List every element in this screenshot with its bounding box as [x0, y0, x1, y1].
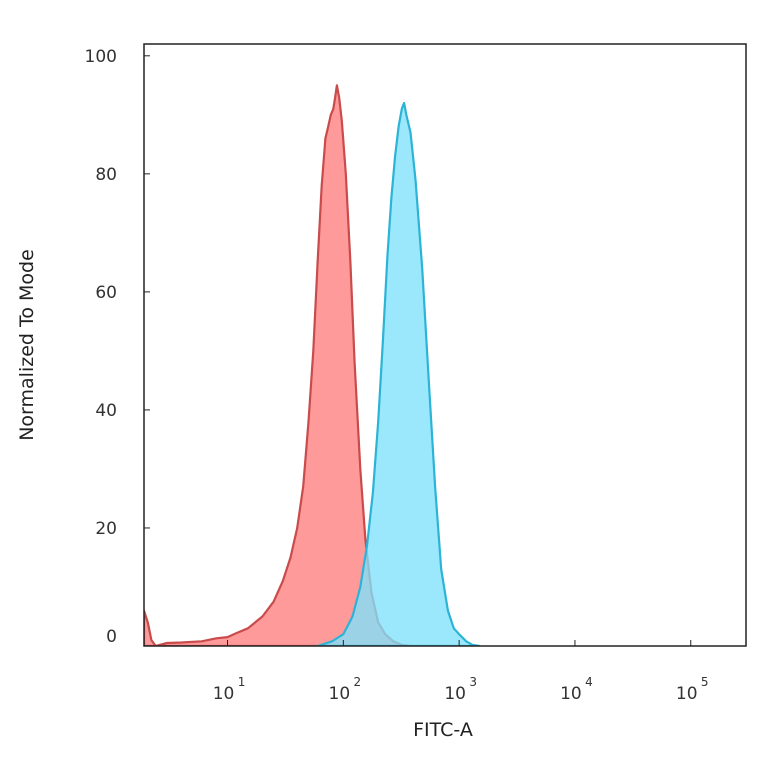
series-positive-area: [316, 101, 481, 646]
y-tick-label: 100: [85, 47, 117, 67]
y-tick-label: 40: [95, 401, 117, 421]
x-tick-label: 10: [213, 684, 235, 704]
x-tick-label: 10: [444, 684, 466, 704]
x-tick-label: 10: [329, 684, 351, 704]
y-tick-label: 80: [95, 165, 117, 185]
plot-background: [144, 44, 746, 646]
x-tick-label: 10: [560, 684, 582, 704]
y-tick-label: 0: [106, 627, 117, 647]
x-tick-exponent: 5: [701, 675, 709, 689]
y-axis-ticks: 0 20 40 60 80 100: [85, 47, 150, 647]
x-tick-exponent: 1: [238, 675, 246, 689]
series-layer: [144, 84, 481, 646]
y-tick-label: 20: [95, 519, 117, 539]
x-tick-label: 10: [676, 684, 698, 704]
plot-frame: [143, 43, 747, 647]
x-tick-exponent: 4: [585, 675, 593, 689]
x-axis-title: FITC-A: [413, 719, 473, 741]
x-tick-exponent: 2: [354, 675, 362, 689]
y-axis-title: Normalized To Mode: [16, 249, 38, 441]
y-tick-label: 60: [95, 283, 117, 303]
x-tick-exponent: 3: [469, 675, 477, 689]
